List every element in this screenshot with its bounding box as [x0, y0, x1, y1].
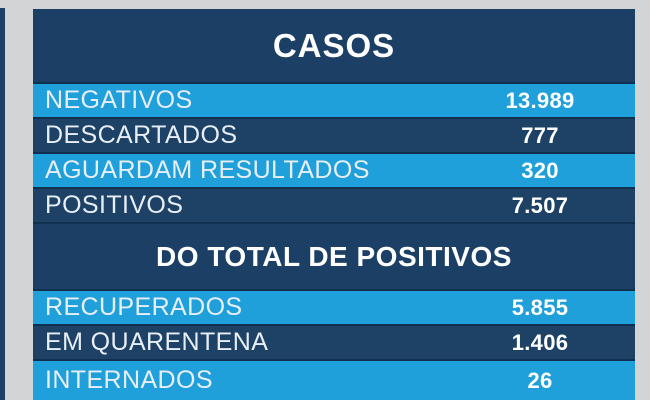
row-value: 26: [527, 367, 553, 393]
casos-title: CASOS: [272, 26, 396, 64]
row-label: POSITIVOS: [45, 191, 184, 219]
row-label: NEGATIVOS: [45, 86, 193, 114]
table-row-recuperados: RECUPERADOS 5.855: [33, 291, 635, 324]
row-label: AGUARDAM RESULTADOS: [45, 156, 370, 184]
adjacent-card-edge: [0, 8, 5, 400]
table-row-aguardam-resultados: AGUARDAM RESULTADOS 320: [33, 154, 635, 187]
row-label: RECUPERADOS: [45, 293, 243, 321]
table-row-negativos: NEGATIVOS 13.989: [33, 84, 635, 117]
table-row-internados: INTERNADOS 26: [33, 361, 635, 400]
row-value: 320: [521, 157, 559, 183]
table-row-em-quarentena: EM QUARENTENA 1.406: [33, 326, 635, 359]
do-total-title: DO TOTAL DE POSITIVOS: [156, 240, 512, 272]
table-row-descartados: DESCARTADOS 777: [33, 119, 635, 152]
section-header-casos: CASOS: [33, 9, 635, 82]
row-label: EM QUARENTENA: [45, 328, 269, 356]
row-label: DESCARTADOS: [45, 121, 238, 149]
section-header-do-total-de-positivos: DO TOTAL DE POSITIVOS: [33, 224, 635, 289]
table-row-positivos: POSITIVOS 7.507: [33, 189, 635, 222]
row-value: 777: [521, 122, 559, 148]
row-value: 5.855: [511, 294, 569, 320]
row-value: 7.507: [511, 192, 569, 218]
cases-panel: CASOS NEGATIVOS 13.989 DESCARTADOS 777 A…: [33, 9, 635, 400]
row-label: INTERNADOS: [45, 366, 213, 394]
row-value: 1.406: [511, 329, 569, 355]
row-value: 13.989: [505, 87, 575, 113]
